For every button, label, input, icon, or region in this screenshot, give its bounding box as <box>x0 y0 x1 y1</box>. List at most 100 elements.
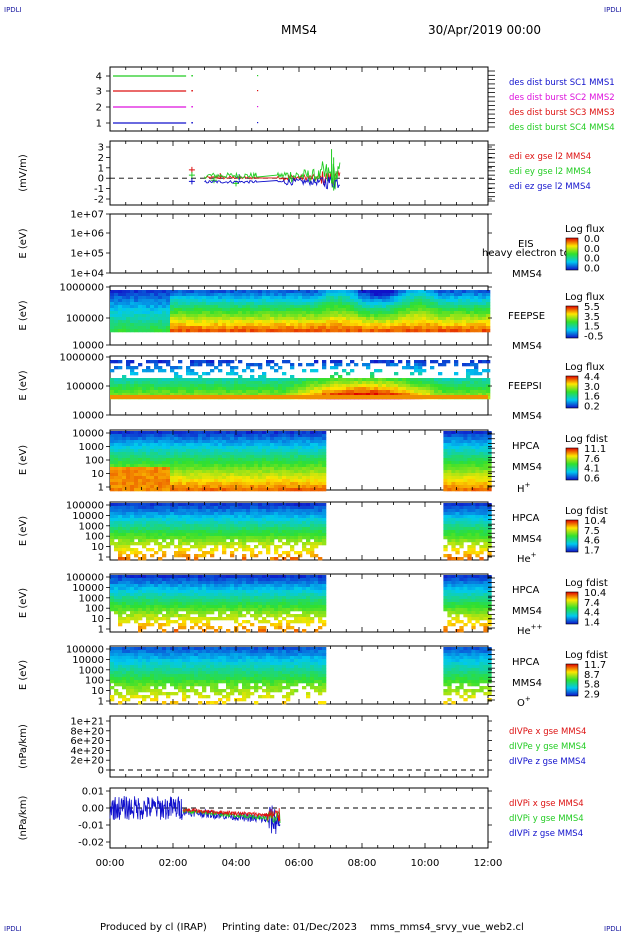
spectrogram-cell <box>266 455 271 459</box>
spectrogram-cell <box>455 440 460 444</box>
spectrogram-cell <box>118 557 123 561</box>
spectrogram-cell <box>463 437 468 441</box>
spectrogram-cell <box>322 470 327 474</box>
spectrogram-cell <box>406 384 411 388</box>
spectrogram-cell <box>250 387 255 391</box>
spectrogram-cell <box>258 323 263 327</box>
spectrogram-cell <box>262 296 267 300</box>
spectrogram-cell <box>258 524 263 528</box>
spectrogram-cell <box>479 485 484 489</box>
spectrogram-cell <box>238 509 243 513</box>
spectrogram-cell <box>122 515 127 519</box>
spectrogram-cell <box>286 485 291 489</box>
spectrogram-cell <box>467 488 472 492</box>
spectrogram-cell <box>226 452 231 456</box>
spectrogram-cell <box>282 458 287 462</box>
spectrogram-cell <box>406 390 411 394</box>
spectrogram-cell <box>150 554 155 558</box>
spectrogram-cell <box>290 521 295 525</box>
spectrogram-cell <box>430 317 435 321</box>
spectrogram-cell <box>474 381 479 385</box>
colorbar-tick-label: 0.0 <box>584 254 600 265</box>
spectrogram-cell <box>154 363 159 367</box>
spectrogram-cell <box>310 437 315 441</box>
spectrogram-cell <box>410 378 415 382</box>
spectrogram-cell <box>166 378 171 382</box>
spectrogram-cell <box>250 521 255 525</box>
spectrogram-cell <box>354 299 359 303</box>
spectrogram-cell <box>198 446 203 450</box>
spectrogram-cell <box>306 434 311 438</box>
spectrogram-cell <box>290 363 295 367</box>
spectrogram-cell <box>414 299 419 303</box>
spectrogram-cell <box>370 390 375 394</box>
spectrogram-cell <box>258 296 263 300</box>
spectrogram-cell <box>146 467 151 471</box>
spectrogram-cell <box>190 452 195 456</box>
spectrogram-cell <box>110 515 115 519</box>
spectrogram-cell <box>242 482 247 486</box>
spectrogram-cell <box>270 530 275 534</box>
spectrogram-cell <box>214 311 219 315</box>
spectrogram-cell <box>198 470 203 474</box>
spectrogram-cell <box>306 530 311 534</box>
spectrogram-cell <box>134 533 139 537</box>
spectrogram-cell <box>110 431 115 435</box>
spectrogram-cell <box>130 452 135 456</box>
spectrogram-cell <box>438 317 443 321</box>
spectrogram-cell <box>146 476 151 480</box>
spectrogram-cell <box>214 506 219 510</box>
spectrogram-cell <box>471 527 476 531</box>
spectrogram-cell <box>250 314 255 318</box>
spectrogram-cell <box>202 437 207 441</box>
spectrogram-cell <box>438 326 443 330</box>
spectrogram-cell <box>386 314 391 318</box>
spectrogram-cell <box>138 434 143 438</box>
spectrogram-cell <box>126 317 131 321</box>
spectrogram-cell <box>390 360 395 364</box>
spectrogram-cell <box>278 536 283 540</box>
spectrogram-cell <box>150 440 155 444</box>
spectrogram-cell <box>162 305 167 309</box>
spectrogram-cell <box>226 545 231 549</box>
spectrogram-cell <box>434 296 439 300</box>
spectrogram-cell <box>459 431 464 435</box>
spectrogram-cell <box>418 299 423 303</box>
spectrogram-cell <box>426 299 431 303</box>
spectrogram-cell <box>466 308 471 312</box>
spectrogram-cell <box>114 311 119 315</box>
instrument-label: EIS <box>518 239 534 250</box>
spectrogram-cell <box>110 485 115 489</box>
spectrogram-cell <box>306 503 311 507</box>
spectrogram-cell <box>214 542 219 546</box>
spectrogram-cell <box>258 542 263 546</box>
spectrogram-cell <box>190 308 195 312</box>
spectrogram-cell <box>398 329 403 333</box>
spectrogram-cell <box>286 320 291 324</box>
spectrogram-cell <box>262 384 267 388</box>
spectrogram-cell <box>334 299 339 303</box>
spectrogram-cell <box>150 290 155 294</box>
spectrogram-cell <box>278 320 283 324</box>
spectrogram-cell <box>418 314 423 318</box>
spectrogram-cell <box>318 458 323 462</box>
spectrogram-cell <box>226 372 231 376</box>
spectrogram-cell <box>210 446 215 450</box>
spectrogram-cell <box>114 458 119 462</box>
spectrogram-cell <box>146 387 151 391</box>
spectrogram-cell <box>258 446 263 450</box>
spectrogram-cell <box>302 378 307 382</box>
spectrogram-cell <box>455 515 460 519</box>
spectrogram-cell <box>138 314 143 318</box>
colorbar-title: Log flux <box>565 292 605 303</box>
spectrogram-cell <box>386 393 391 397</box>
spectrogram-cell <box>110 381 115 385</box>
spectrogram-cell <box>250 506 255 510</box>
spectrogram-cell <box>246 293 251 297</box>
corner-label-bottom-left: IPDLI <box>4 925 22 933</box>
spectrogram-cell <box>274 308 279 312</box>
spectrogram-cell <box>487 473 492 477</box>
spectrogram-cell <box>366 308 371 312</box>
spectrogram-cell <box>182 299 187 303</box>
spectrogram-cell <box>230 317 235 321</box>
